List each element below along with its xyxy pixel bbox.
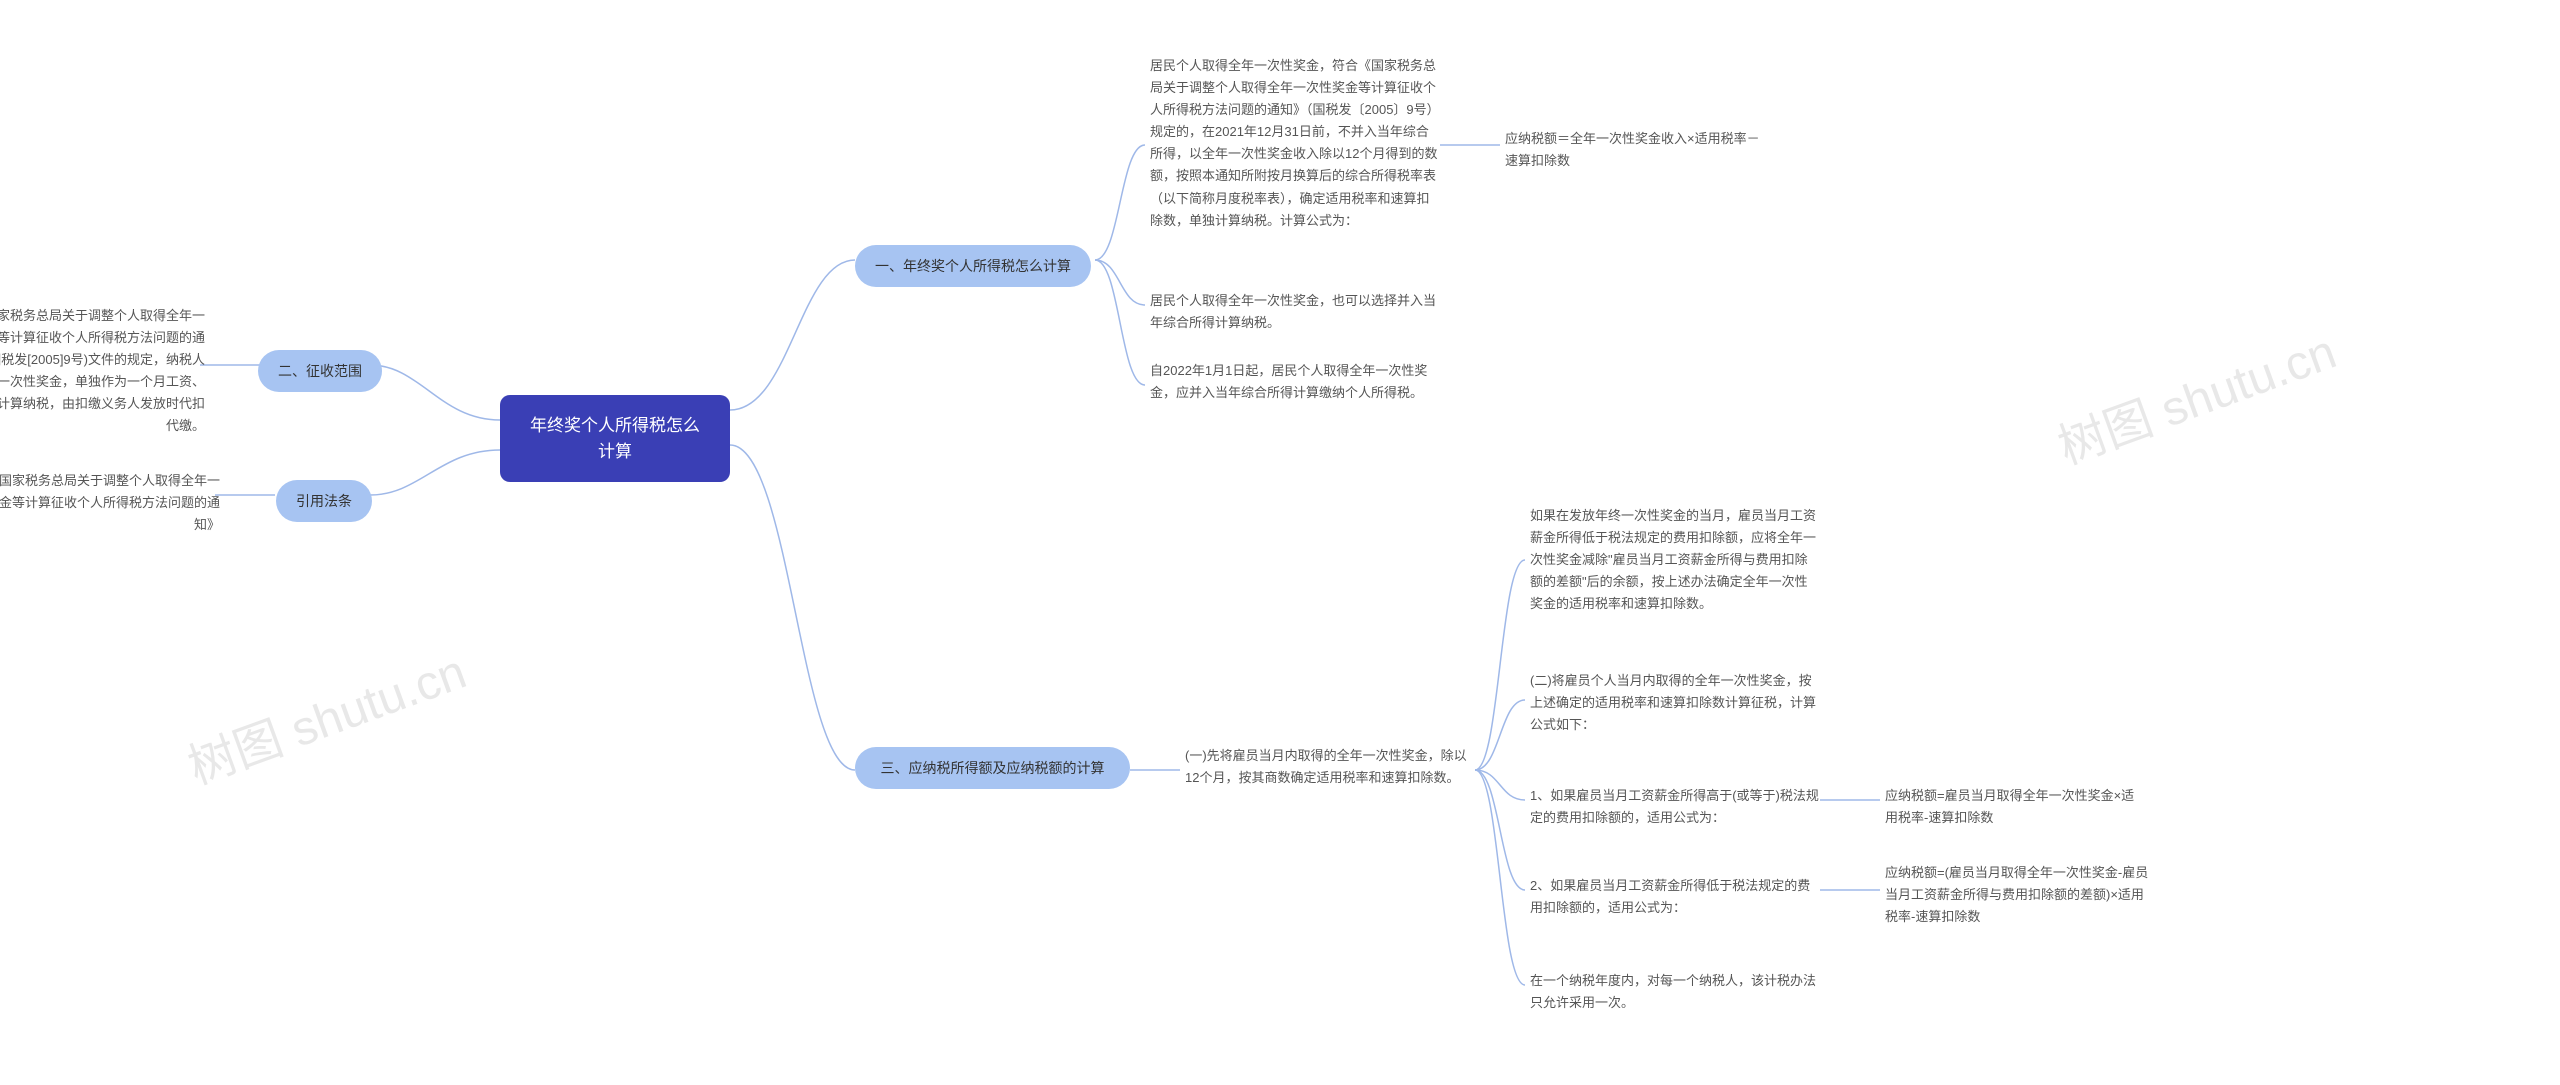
leaf-scope-text: 根据《国家税务总局关于调整个人取得全年一次性奖金等计算征收个人所得税方法问题的通… xyxy=(0,305,205,438)
leaf-calc-n1-formula: 应纳税额＝全年一次性奖金收入×适用税率－速算扣除数 xyxy=(1505,128,1765,172)
watermark-left: 树图 shutu.cn xyxy=(177,632,474,797)
leaf-taxable-s3-formula: 应纳税额=雇员当月取得全年一次性奖金×适用税率-速算扣除数 xyxy=(1885,785,2145,829)
branch-reference: 引用法条 xyxy=(276,480,372,522)
branch-taxable: 三、应纳税所得额及应纳税额的计算 xyxy=(855,747,1130,789)
watermark-right: 树图 shutu.cn xyxy=(2047,312,2344,477)
leaf-calc-n1: 居民个人取得全年一次性奖金，符合《国家税务总局关于调整个人取得全年一次性奖金等计… xyxy=(1150,55,1440,232)
leaf-taxable-n1: (一)先将雇员当月内取得的全年一次性奖金，除以12个月，按其商数确定适用税率和速… xyxy=(1185,745,1475,789)
leaf-reference-text: [1] 《国家税务总局关于调整个人取得全年一次性奖金等计算征收个人所得税方法问题… xyxy=(0,470,220,536)
leaf-taxable-s5: 在一个纳税年度内，对每一个纳税人，该计税办法只允许采用一次。 xyxy=(1530,970,1820,1014)
leaf-calc-n3: 自2022年1月1日起，居民个人取得全年一次性奖金，应并入当年综合所得计算缴纳个… xyxy=(1150,360,1440,404)
branch-scope: 二、征收范围 xyxy=(258,350,382,392)
leaf-calc-n2: 居民个人取得全年一次性奖金，也可以选择并入当年综合所得计算纳税。 xyxy=(1150,290,1440,334)
leaf-taxable-s3: 1、如果雇员当月工资薪金所得高于(或等于)税法规定的费用扣除额的，适用公式为： xyxy=(1530,785,1820,829)
leaf-taxable-s4-formula: 应纳税额=(雇员当月取得全年一次性奖金-雇员当月工资薪金所得与费用扣除额的差额)… xyxy=(1885,862,2155,928)
root-node: 年终奖个人所得税怎么计算 xyxy=(500,395,730,482)
leaf-taxable-s1: 如果在发放年终一次性奖金的当月，雇员当月工资薪金所得低于税法规定的费用扣除额，应… xyxy=(1530,505,1820,615)
leaf-taxable-s2: (二)将雇员个人当月内取得的全年一次性奖金，按上述确定的适用税率和速算扣除数计算… xyxy=(1530,670,1820,736)
branch-calc: 一、年终奖个人所得税怎么计算 xyxy=(855,245,1091,287)
leaf-taxable-s4: 2、如果雇员当月工资薪金所得低于税法规定的费用扣除额的，适用公式为： xyxy=(1530,875,1820,919)
